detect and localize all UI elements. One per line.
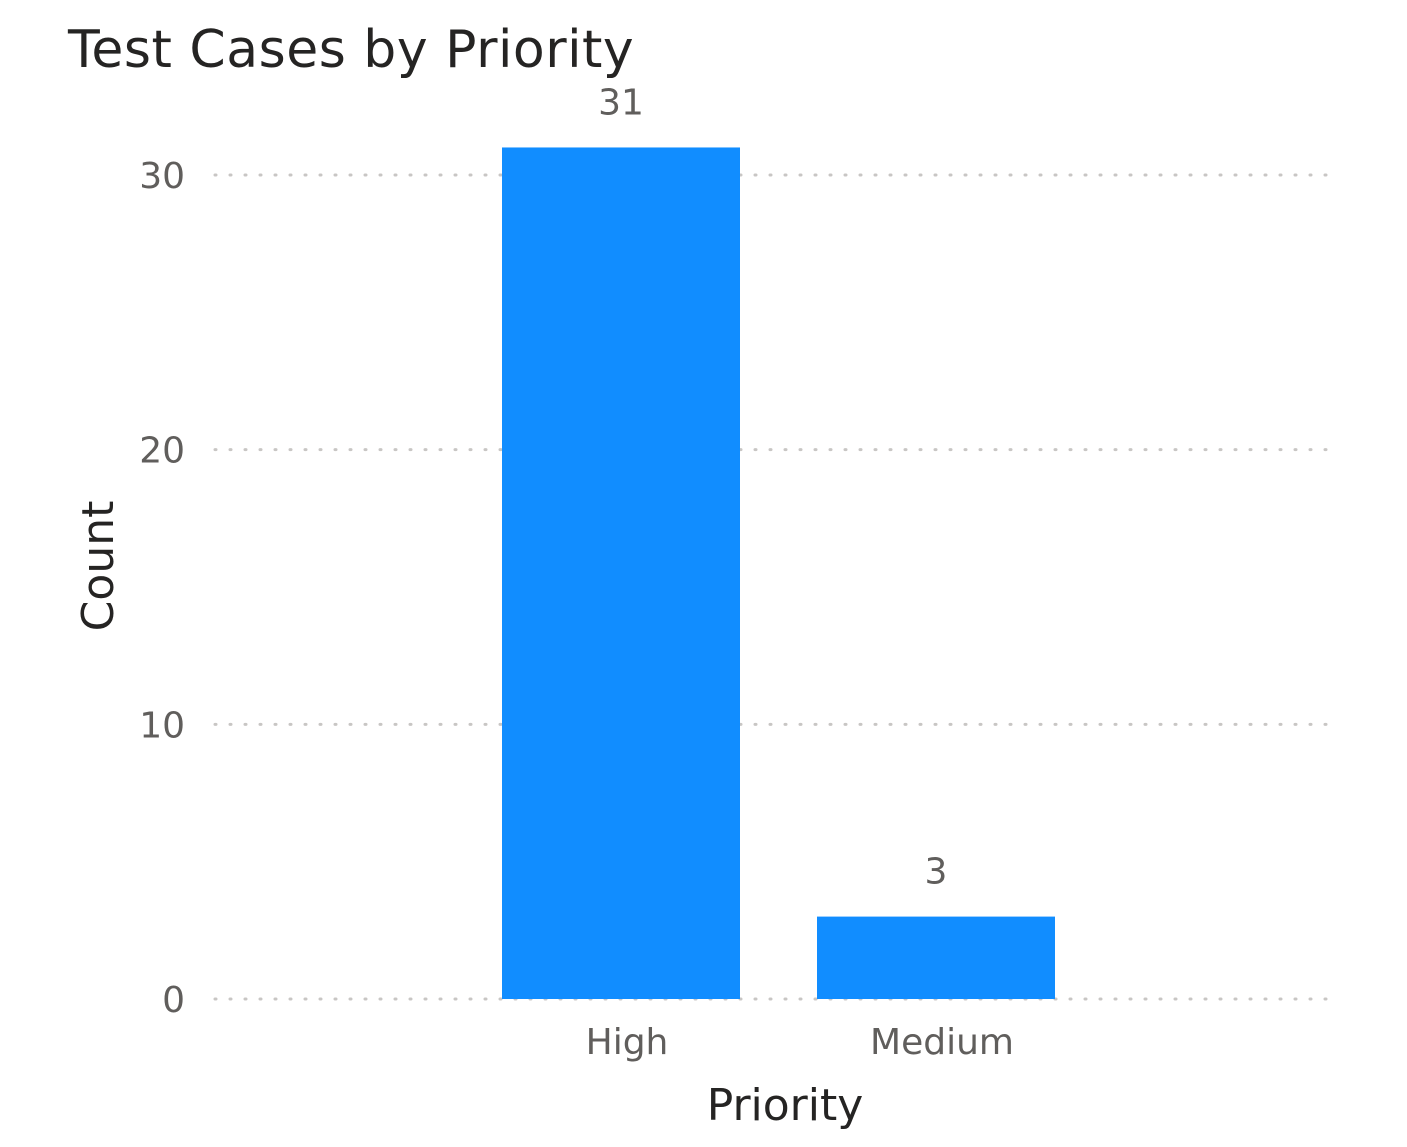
bar-high[interactable]	[502, 147, 740, 999]
bars	[502, 147, 1055, 999]
gridlines	[213, 173, 1342, 1001]
x-tick-label-high: High	[586, 1022, 669, 1063]
bar-medium[interactable]	[817, 916, 1055, 999]
x-tick-label-medium: Medium	[870, 1022, 1014, 1063]
y-tick-label: 10	[139, 705, 185, 746]
x-axis-ticks: High Medium	[586, 1022, 1014, 1063]
y-tick-label: 20	[139, 431, 185, 472]
data-label-high: 31	[598, 82, 644, 123]
y-tick-label: 0	[162, 980, 185, 1021]
data-label-medium: 3	[925, 852, 948, 893]
data-labels: 31 3	[598, 82, 947, 892]
y-tick-label: 30	[139, 156, 185, 197]
y-axis-title: Count	[73, 501, 124, 632]
chart-title: Test Cases by Priority	[68, 20, 635, 80]
y-axis-ticks: 0 10 20 30	[139, 156, 185, 1021]
x-axis-title: Priority	[707, 1080, 864, 1131]
